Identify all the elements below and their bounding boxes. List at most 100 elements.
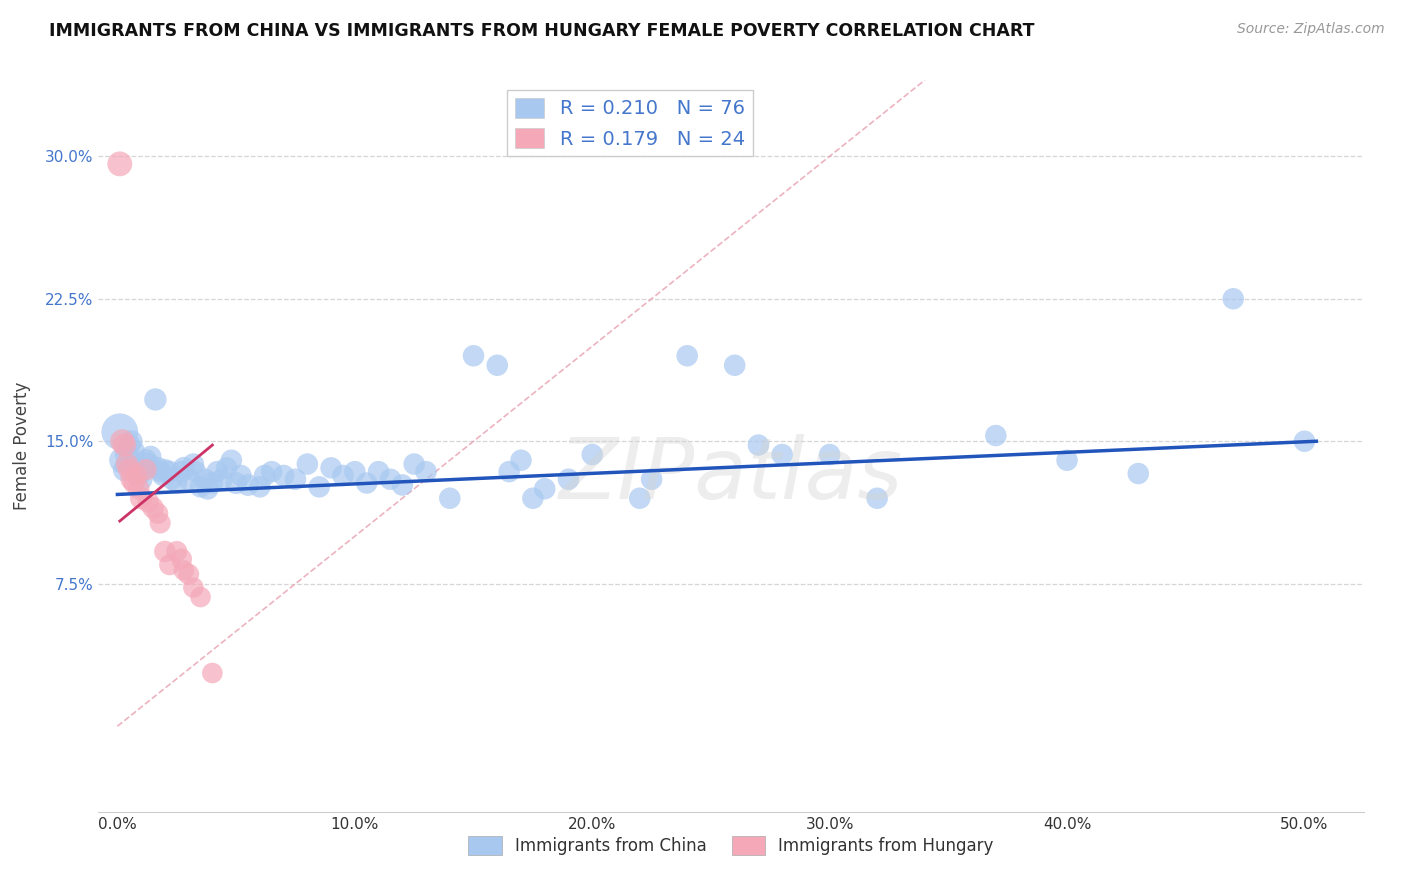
Point bbox=[439, 491, 461, 506]
Legend: Immigrants from China, Immigrants from Hungary: Immigrants from China, Immigrants from H… bbox=[461, 830, 1001, 862]
Point bbox=[522, 491, 544, 506]
Point bbox=[236, 478, 259, 492]
Point bbox=[1128, 467, 1150, 481]
Point bbox=[136, 457, 159, 471]
Point bbox=[367, 465, 389, 479]
Point bbox=[581, 448, 603, 462]
Point bbox=[125, 457, 148, 471]
Point bbox=[166, 476, 188, 491]
Point bbox=[249, 480, 271, 494]
Point bbox=[108, 425, 131, 439]
Point bbox=[121, 472, 143, 486]
Point bbox=[463, 349, 485, 363]
Point bbox=[170, 552, 193, 566]
Point bbox=[319, 460, 342, 475]
Point bbox=[229, 468, 252, 483]
Point bbox=[122, 476, 145, 491]
Point bbox=[115, 448, 138, 462]
Point bbox=[205, 465, 228, 479]
Point bbox=[866, 491, 889, 506]
Point bbox=[190, 480, 212, 494]
Point bbox=[139, 450, 162, 464]
Point bbox=[557, 472, 579, 486]
Point bbox=[194, 472, 217, 486]
Point bbox=[149, 516, 172, 530]
Point bbox=[128, 468, 150, 483]
Point bbox=[201, 666, 224, 681]
Point bbox=[128, 482, 150, 496]
Point bbox=[146, 460, 169, 475]
Point bbox=[510, 453, 533, 467]
Point bbox=[253, 468, 276, 483]
Point bbox=[173, 564, 195, 578]
Point bbox=[115, 457, 138, 471]
Point bbox=[404, 457, 426, 471]
Point bbox=[984, 428, 1007, 442]
Point bbox=[197, 482, 219, 496]
Point bbox=[114, 438, 136, 452]
Point bbox=[415, 465, 437, 479]
Point bbox=[159, 465, 181, 479]
Point bbox=[177, 472, 200, 486]
Point bbox=[1294, 434, 1316, 449]
Point bbox=[332, 468, 354, 483]
Point bbox=[1222, 292, 1244, 306]
Point bbox=[747, 438, 769, 452]
Point bbox=[153, 544, 176, 558]
Point bbox=[391, 478, 413, 492]
Point bbox=[111, 453, 134, 467]
Point bbox=[145, 392, 167, 407]
Point bbox=[170, 465, 193, 479]
Point bbox=[118, 463, 141, 477]
Point bbox=[136, 495, 159, 509]
Point bbox=[1056, 453, 1078, 467]
Point bbox=[533, 482, 555, 496]
Point bbox=[183, 581, 205, 595]
Point bbox=[260, 465, 283, 479]
Point bbox=[132, 460, 155, 475]
Point bbox=[159, 558, 181, 572]
Point bbox=[129, 472, 152, 486]
Y-axis label: Female Poverty: Female Poverty bbox=[13, 382, 31, 510]
Point bbox=[166, 544, 188, 558]
Point bbox=[135, 453, 157, 467]
Point bbox=[190, 590, 212, 604]
Point bbox=[153, 463, 176, 477]
Point bbox=[111, 434, 134, 449]
Point bbox=[108, 157, 131, 171]
Point bbox=[343, 465, 366, 479]
Point bbox=[380, 472, 402, 486]
Point bbox=[273, 468, 295, 483]
Point bbox=[215, 460, 238, 475]
Point bbox=[498, 465, 520, 479]
Text: ZIPatlas: ZIPatlas bbox=[560, 434, 903, 516]
Point bbox=[160, 472, 183, 486]
Point bbox=[284, 472, 307, 486]
Point bbox=[183, 457, 205, 471]
Point bbox=[818, 448, 841, 462]
Point bbox=[724, 358, 747, 372]
Point bbox=[676, 349, 699, 363]
Point bbox=[640, 472, 662, 486]
Point bbox=[225, 476, 247, 491]
Point bbox=[149, 465, 172, 479]
Text: Source: ZipAtlas.com: Source: ZipAtlas.com bbox=[1237, 22, 1385, 37]
Point bbox=[114, 463, 136, 477]
Point bbox=[125, 468, 148, 483]
Point bbox=[486, 358, 509, 372]
Point bbox=[142, 500, 165, 515]
Point bbox=[173, 460, 195, 475]
Point bbox=[308, 480, 330, 494]
Point bbox=[770, 448, 793, 462]
Text: IMMIGRANTS FROM CHINA VS IMMIGRANTS FROM HUNGARY FEMALE POVERTY CORRELATION CHAR: IMMIGRANTS FROM CHINA VS IMMIGRANTS FROM… bbox=[49, 22, 1035, 40]
Point bbox=[184, 465, 207, 479]
Point bbox=[201, 476, 224, 491]
Point bbox=[211, 472, 233, 486]
Point bbox=[146, 507, 169, 521]
Point bbox=[135, 463, 157, 477]
Point bbox=[177, 567, 200, 582]
Point bbox=[628, 491, 651, 506]
Point bbox=[118, 438, 141, 452]
Point bbox=[221, 453, 243, 467]
Point bbox=[297, 457, 319, 471]
